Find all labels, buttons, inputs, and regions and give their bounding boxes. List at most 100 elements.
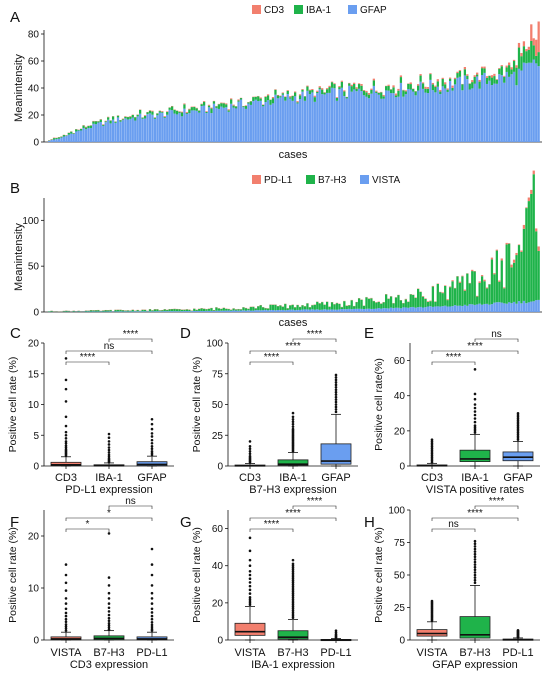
outlier-point <box>150 627 154 631</box>
bar-segment-blue <box>421 307 425 312</box>
bar-segment-blue <box>264 102 267 142</box>
outlier-point <box>64 440 68 443</box>
outlier-point <box>334 378 338 382</box>
bar-segment-blue <box>419 306 422 312</box>
bar-segment-red <box>446 88 449 90</box>
bar-segment-green <box>173 109 176 114</box>
bar-segment-red <box>530 189 533 194</box>
bar-segment-blue <box>434 92 437 142</box>
bar-segment-red <box>532 170 535 175</box>
bar-segment-green <box>385 86 388 91</box>
bar-segment-blue <box>175 114 179 142</box>
outlier-point <box>334 388 338 392</box>
significance-bracket: **** <box>431 341 519 354</box>
bar-segment-green <box>215 106 218 108</box>
bar-segment-blue <box>67 134 70 142</box>
outlier-point <box>291 581 295 584</box>
significance-bracket: ns <box>65 341 153 354</box>
box-iqr <box>502 451 534 462</box>
bar-segment-red <box>451 85 454 88</box>
y-tick-label: 75 <box>394 538 406 549</box>
bar-segment-red <box>394 93 398 96</box>
bar-segment-green <box>525 51 528 64</box>
bar-segment-red <box>431 82 435 85</box>
bar-segment-blue <box>325 309 329 312</box>
x-axis-title: CD3 expression <box>70 659 148 671</box>
bar-segment-blue <box>412 91 415 142</box>
bar-segment-green <box>104 309 107 312</box>
outlier-point <box>291 564 295 568</box>
bar-segment-green <box>129 116 132 119</box>
bar-segment-red <box>446 299 449 301</box>
outlier-point <box>248 577 252 581</box>
bar-segment-green <box>525 208 528 304</box>
bar-segment-blue <box>370 308 373 312</box>
bar-segment-green <box>473 76 476 84</box>
bar-segment-green <box>180 112 184 117</box>
bar-segment-green <box>431 286 435 307</box>
bar-segment-green <box>476 296 479 305</box>
bar-segment-blue <box>296 103 299 142</box>
outlier-point <box>473 573 477 577</box>
bar-segment-red <box>495 249 498 251</box>
bar-segment-green <box>409 84 412 90</box>
bar-segment-red <box>205 111 208 113</box>
box-pd-l1 <box>320 629 352 642</box>
outlier-point <box>473 563 477 566</box>
bar-segment-green <box>198 110 201 113</box>
significance-label: ns <box>104 341 115 352</box>
bar-segment-blue <box>426 93 430 142</box>
bar-segment-green <box>448 78 452 81</box>
bar-segment-green <box>158 111 161 113</box>
bar-segment-green <box>234 106 238 109</box>
outlier-point <box>150 422 154 426</box>
bar-segment-green <box>340 81 344 88</box>
outlier-point <box>150 432 154 435</box>
bar-segment-green <box>259 305 262 311</box>
bar-segment-blue <box>394 307 398 312</box>
bar-segment-green <box>87 310 90 312</box>
bar-segment-red <box>439 89 442 92</box>
bar-segment-blue <box>424 307 427 312</box>
bar-segment-red <box>426 87 430 89</box>
bar-segment-red <box>441 77 444 79</box>
bar-segment-green <box>345 97 348 99</box>
bar-segment-green <box>343 301 346 310</box>
bar-segment-blue <box>429 79 432 142</box>
bar-segment-green <box>271 98 275 104</box>
bar-segment-green <box>399 300 403 309</box>
bar-segment-blue <box>168 311 171 312</box>
bar-segment-red <box>522 224 526 229</box>
bar-segment-blue <box>385 90 388 142</box>
bar-segment-green <box>480 68 484 76</box>
bar-segment-blue <box>173 113 176 142</box>
bar-segment-blue <box>345 98 348 142</box>
bar-segment-blue <box>97 122 100 142</box>
bar-series <box>48 170 540 313</box>
bar-segment-blue <box>503 82 506 142</box>
bar-segment-red <box>289 96 292 98</box>
outlier-point <box>248 601 252 605</box>
bar-segment-blue <box>468 304 471 312</box>
outlier-point <box>291 427 295 431</box>
outlier-point <box>291 599 295 603</box>
bar-segment-red <box>148 110 152 111</box>
bracket-line <box>108 505 153 509</box>
bar-segment-green <box>190 310 193 312</box>
outlier-point <box>473 550 477 553</box>
bar-segment-blue <box>451 306 454 312</box>
bar-segment-green <box>217 308 221 311</box>
bar-segment-green <box>286 90 289 95</box>
bar-segment-blue <box>116 311 120 312</box>
bar-segment-red <box>485 76 489 78</box>
bar-segment-blue <box>340 309 344 312</box>
bar-segment-green <box>397 294 400 308</box>
bar-segment-green <box>377 92 380 95</box>
bar-segment-blue <box>200 106 203 142</box>
panel-letter: B <box>10 180 20 197</box>
panel-letter: G <box>180 514 192 531</box>
bar-segment-green <box>515 67 518 86</box>
box-iqr <box>234 622 266 636</box>
bar-segment-blue <box>357 308 361 312</box>
bar-segment-red <box>535 39 538 56</box>
